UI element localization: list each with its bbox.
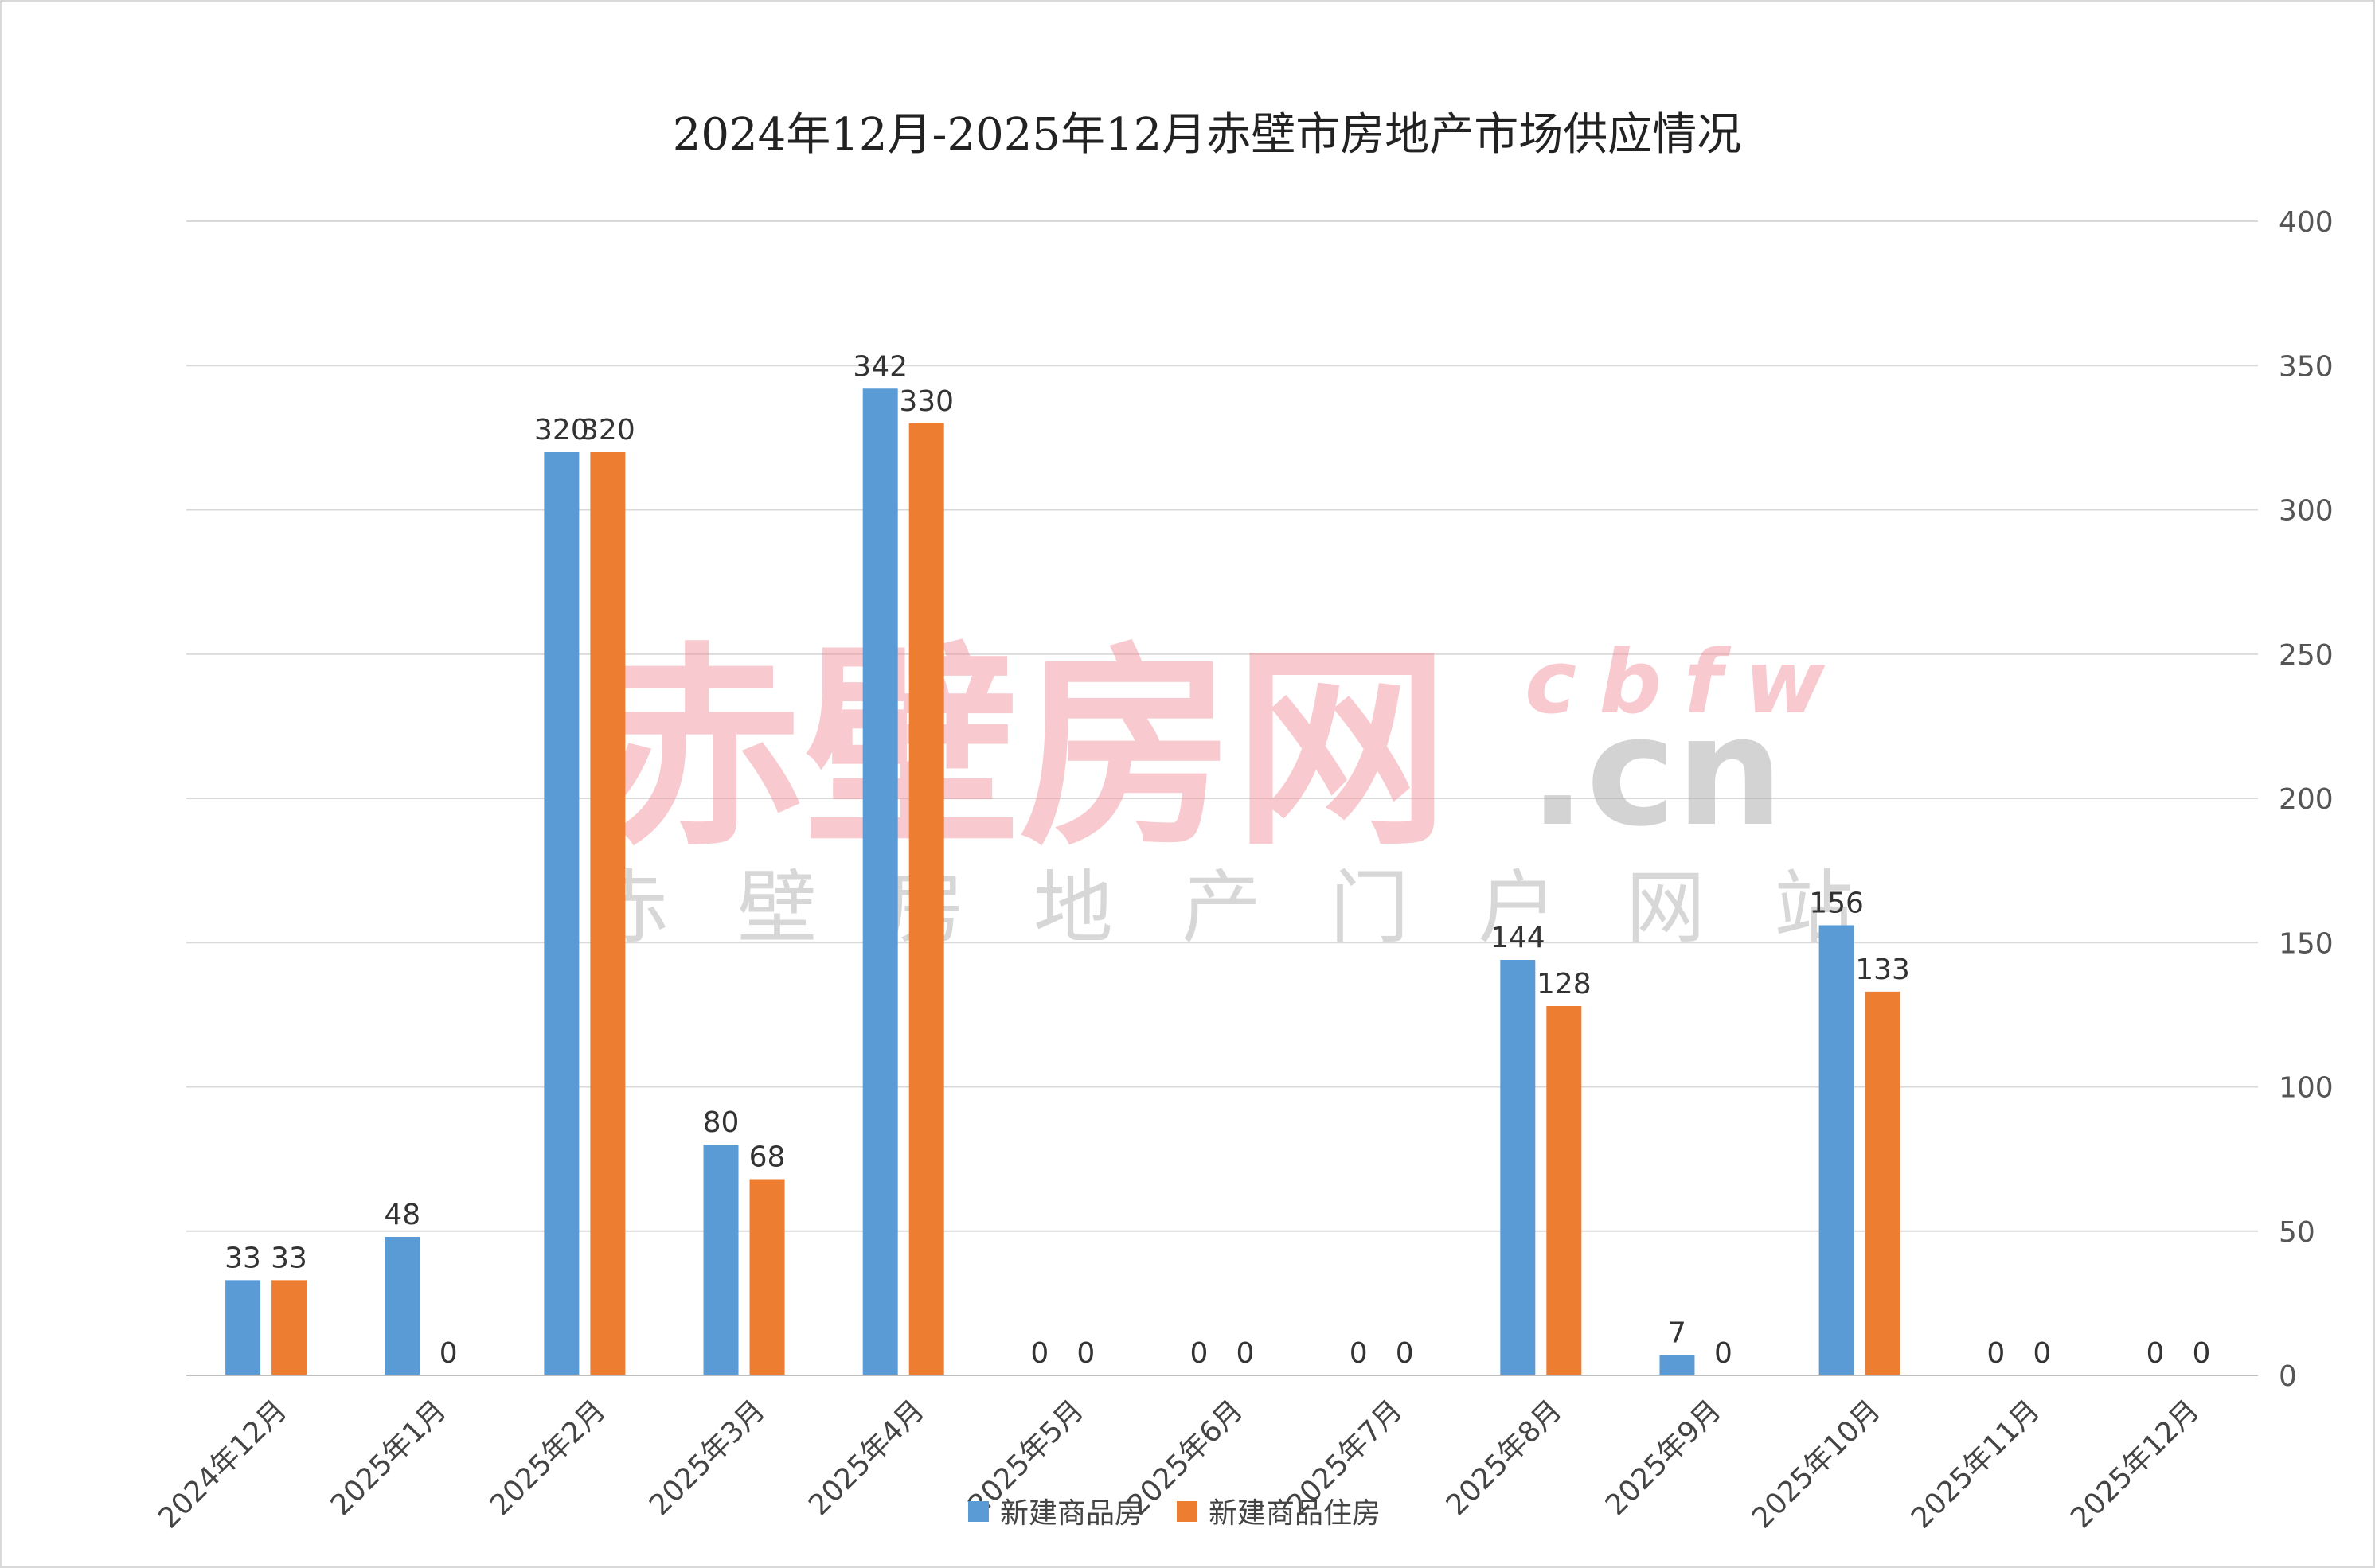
data-label: 80 bbox=[703, 1106, 740, 1139]
bar-series-1 bbox=[703, 1145, 739, 1375]
y-tick-label: 300 bbox=[2279, 495, 2334, 528]
data-label: 0 bbox=[1986, 1337, 2005, 1370]
legend: 新建商品房 新建商品住房 bbox=[968, 1497, 1381, 1530]
bar-series-2 bbox=[749, 1179, 785, 1375]
y-axis-ticks: 0 50 100 150 200 250 300 350 400 bbox=[2279, 206, 2334, 1393]
bar-series-2 bbox=[590, 452, 626, 1375]
gridlines bbox=[186, 220, 2258, 1232]
data-label: 0 bbox=[1190, 1337, 1209, 1370]
legend-label-series-2: 新建商品住房 bbox=[1209, 1497, 1381, 1530]
watermark-sub: 赤壁房地产门户网站 bbox=[589, 861, 1922, 954]
data-label: 0 bbox=[1236, 1337, 1255, 1370]
legend-label-series-1: 新建商品房 bbox=[1000, 1497, 1143, 1530]
y-tick-label: 400 bbox=[2279, 206, 2334, 239]
bar-series-2 bbox=[271, 1280, 307, 1375]
data-label: 320 bbox=[534, 414, 589, 447]
y-tick-label: 100 bbox=[2279, 1072, 2334, 1105]
bar-series-2 bbox=[1865, 991, 1900, 1375]
y-tick-label: 250 bbox=[2279, 639, 2334, 672]
data-label: 48 bbox=[384, 1199, 420, 1231]
data-label: 144 bbox=[1490, 922, 1545, 954]
data-label: 0 bbox=[1030, 1337, 1049, 1370]
data-label: 7 bbox=[1668, 1317, 1686, 1350]
bar-series-2 bbox=[908, 423, 944, 1375]
data-label: 330 bbox=[899, 385, 954, 418]
watermark: 赤壁房网 cbfw .cn 赤壁房地产门户网站 bbox=[589, 624, 1922, 954]
legend-swatch-series-1 bbox=[968, 1501, 989, 1522]
data-label: 156 bbox=[1809, 887, 1864, 920]
data-label: 33 bbox=[225, 1242, 261, 1274]
data-label: 0 bbox=[1396, 1337, 1414, 1370]
bar-series-1 bbox=[862, 388, 898, 1375]
data-label: 0 bbox=[1350, 1337, 1368, 1370]
y-tick-label: 150 bbox=[2279, 927, 2334, 960]
bar-series-1 bbox=[1818, 925, 1854, 1375]
data-label: 342 bbox=[853, 350, 908, 383]
data-label: 0 bbox=[2192, 1337, 2210, 1370]
chart-title: 2024年12月-2025年12月赤壁市房地产市场供应情况 bbox=[673, 109, 1741, 161]
bar-series-2 bbox=[1546, 1006, 1582, 1375]
data-label: 0 bbox=[2146, 1337, 2164, 1370]
watermark-domain: .cn bbox=[1529, 684, 1783, 860]
data-label: 128 bbox=[1537, 968, 1592, 1000]
bar-series-1 bbox=[544, 452, 580, 1375]
data-label: 68 bbox=[749, 1141, 786, 1174]
data-label: 33 bbox=[271, 1242, 307, 1274]
data-label: 320 bbox=[580, 414, 635, 447]
bar-series-1 bbox=[385, 1237, 420, 1375]
y-tick-label: 200 bbox=[2279, 783, 2334, 816]
y-tick-label: 350 bbox=[2279, 350, 2334, 383]
y-tick-label: 50 bbox=[2279, 1216, 2315, 1249]
data-label: 0 bbox=[1714, 1337, 1732, 1370]
y-tick-label: 0 bbox=[2279, 1360, 2297, 1393]
bar-series-1 bbox=[225, 1280, 261, 1375]
data-label: 0 bbox=[439, 1337, 458, 1370]
data-label: 0 bbox=[2033, 1337, 2051, 1370]
bars bbox=[225, 388, 1900, 1375]
watermark-main: 赤壁房网 bbox=[589, 624, 1449, 875]
bar-series-1 bbox=[1500, 960, 1536, 1375]
data-label: 0 bbox=[1076, 1337, 1095, 1370]
watermark-cbfw: cbfw bbox=[1525, 631, 1847, 733]
legend-swatch-series-2 bbox=[1177, 1501, 1197, 1522]
bar-series-1 bbox=[1659, 1355, 1695, 1375]
data-label: 133 bbox=[1855, 954, 1910, 986]
